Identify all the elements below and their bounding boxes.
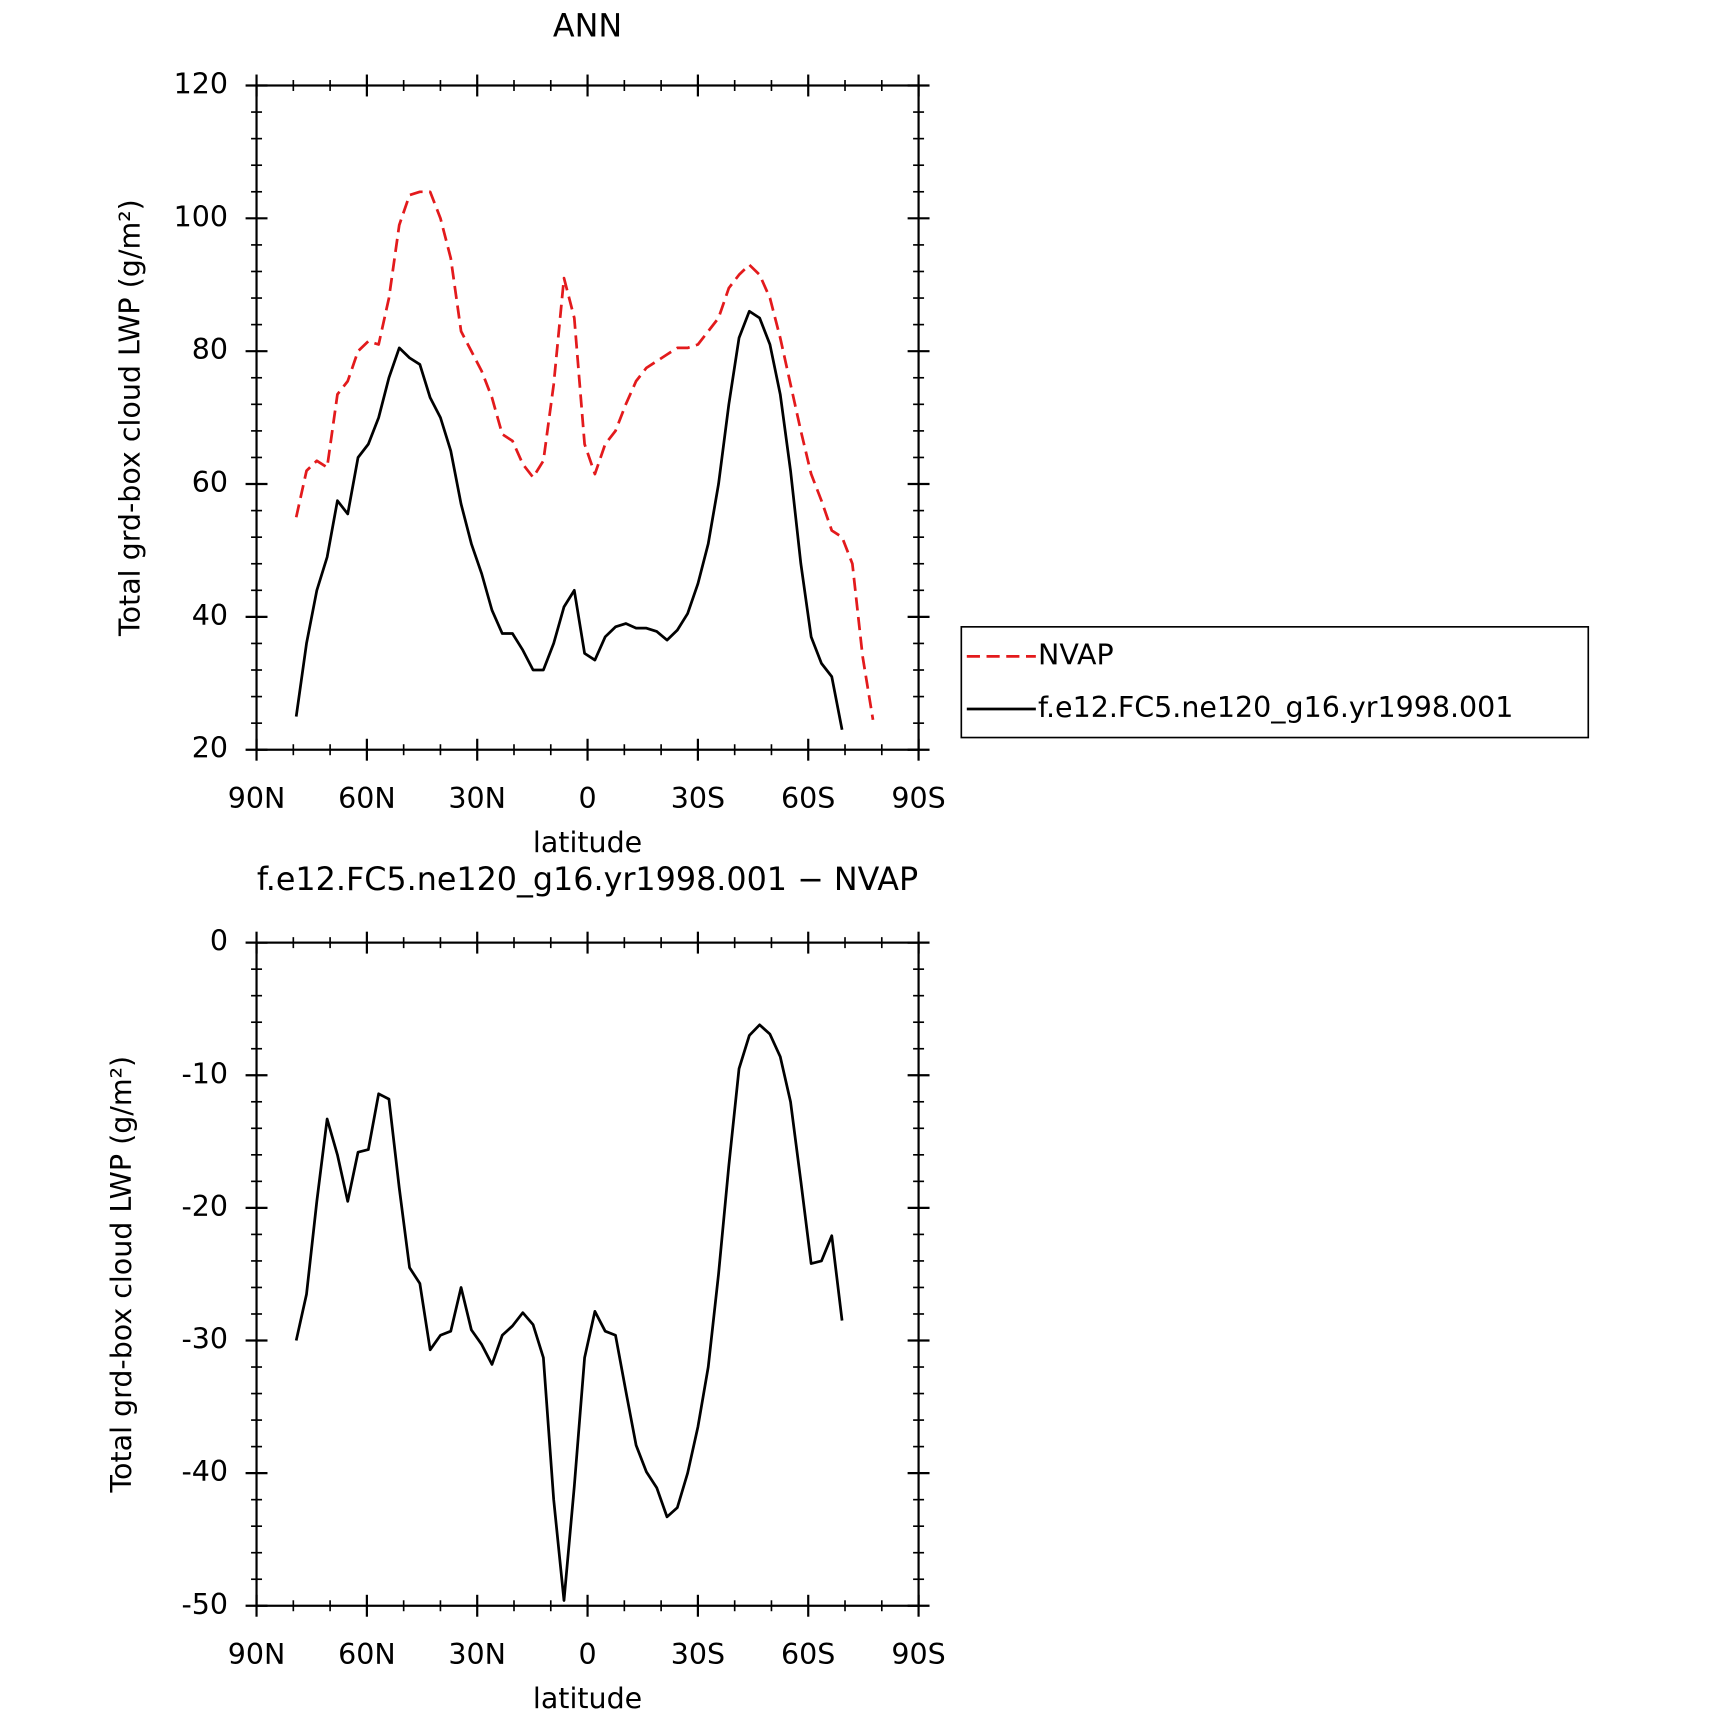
series-line bbox=[294, 1023, 844, 1602]
y-tick-label: -10 bbox=[182, 1057, 229, 1090]
legend-box bbox=[960, 626, 1590, 739]
x-tick-label: 90S bbox=[891, 1638, 945, 1671]
y-tick-label: 60 bbox=[192, 466, 228, 499]
chart-title: f.e12.FC5.ne120_g16.yr1998.001 − NVAP bbox=[257, 862, 918, 898]
x-axis-label: latitude bbox=[533, 826, 642, 859]
x-tick-label: 0 bbox=[578, 782, 596, 815]
series-line bbox=[294, 309, 844, 731]
x-tick-label: 90N bbox=[228, 1638, 286, 1671]
x-tick-label: 60N bbox=[338, 782, 396, 815]
x-tick-label: 30N bbox=[448, 1638, 506, 1671]
y-tick-label: 20 bbox=[192, 732, 228, 765]
y-tick-label: -20 bbox=[182, 1190, 229, 1223]
y-tick-label: 40 bbox=[192, 599, 228, 632]
plot-frame bbox=[255, 941, 920, 1607]
plot-frame bbox=[255, 84, 920, 751]
y-axis-label: Total grd-box cloud LWP (g/m²) bbox=[105, 1056, 138, 1494]
chart-title: ANN bbox=[553, 8, 622, 44]
y-tick-label: 100 bbox=[174, 200, 228, 233]
x-tick-label: 30N bbox=[448, 782, 506, 815]
x-tick-label: 90N bbox=[228, 782, 286, 815]
y-tick-label: -30 bbox=[182, 1323, 229, 1356]
y-tick-label: 80 bbox=[192, 333, 228, 366]
x-tick-label: 60S bbox=[781, 782, 835, 815]
x-tick-label: 0 bbox=[578, 1638, 596, 1671]
y-axis-label: Total grd-box cloud LWP (g/m²) bbox=[114, 199, 147, 637]
x-tick-label: 30S bbox=[671, 1638, 725, 1671]
y-tick-label: -50 bbox=[182, 1588, 229, 1621]
x-tick-label: 60S bbox=[781, 1638, 835, 1671]
legend-label: f.e12.FC5.ne120_g16.yr1998.001 bbox=[1038, 691, 1513, 724]
series-line bbox=[294, 190, 875, 721]
legend: NVAP f.e12.FC5.ne120_g16.yr1998.001 bbox=[960, 626, 1590, 739]
x-tick-label: 30S bbox=[671, 782, 725, 815]
legend-label: NVAP bbox=[1038, 638, 1114, 671]
plot: ANN 20 40 60 80 100 120 90N 60N 30N 0 30S 60S 90S lati… bbox=[114, 8, 1590, 859]
x-tick-label: 90S bbox=[891, 782, 945, 815]
plot: f.e12.FC5.ne120_g16.yr1998.001 − NVAP -50… bbox=[105, 862, 946, 1715]
y-tick-label: -40 bbox=[182, 1455, 229, 1488]
x-tick-label: 60N bbox=[338, 1638, 396, 1671]
x-axis-label: latitude bbox=[533, 1682, 642, 1715]
y-tick-label: 0 bbox=[210, 925, 228, 958]
y-tick-label: 120 bbox=[174, 67, 228, 100]
